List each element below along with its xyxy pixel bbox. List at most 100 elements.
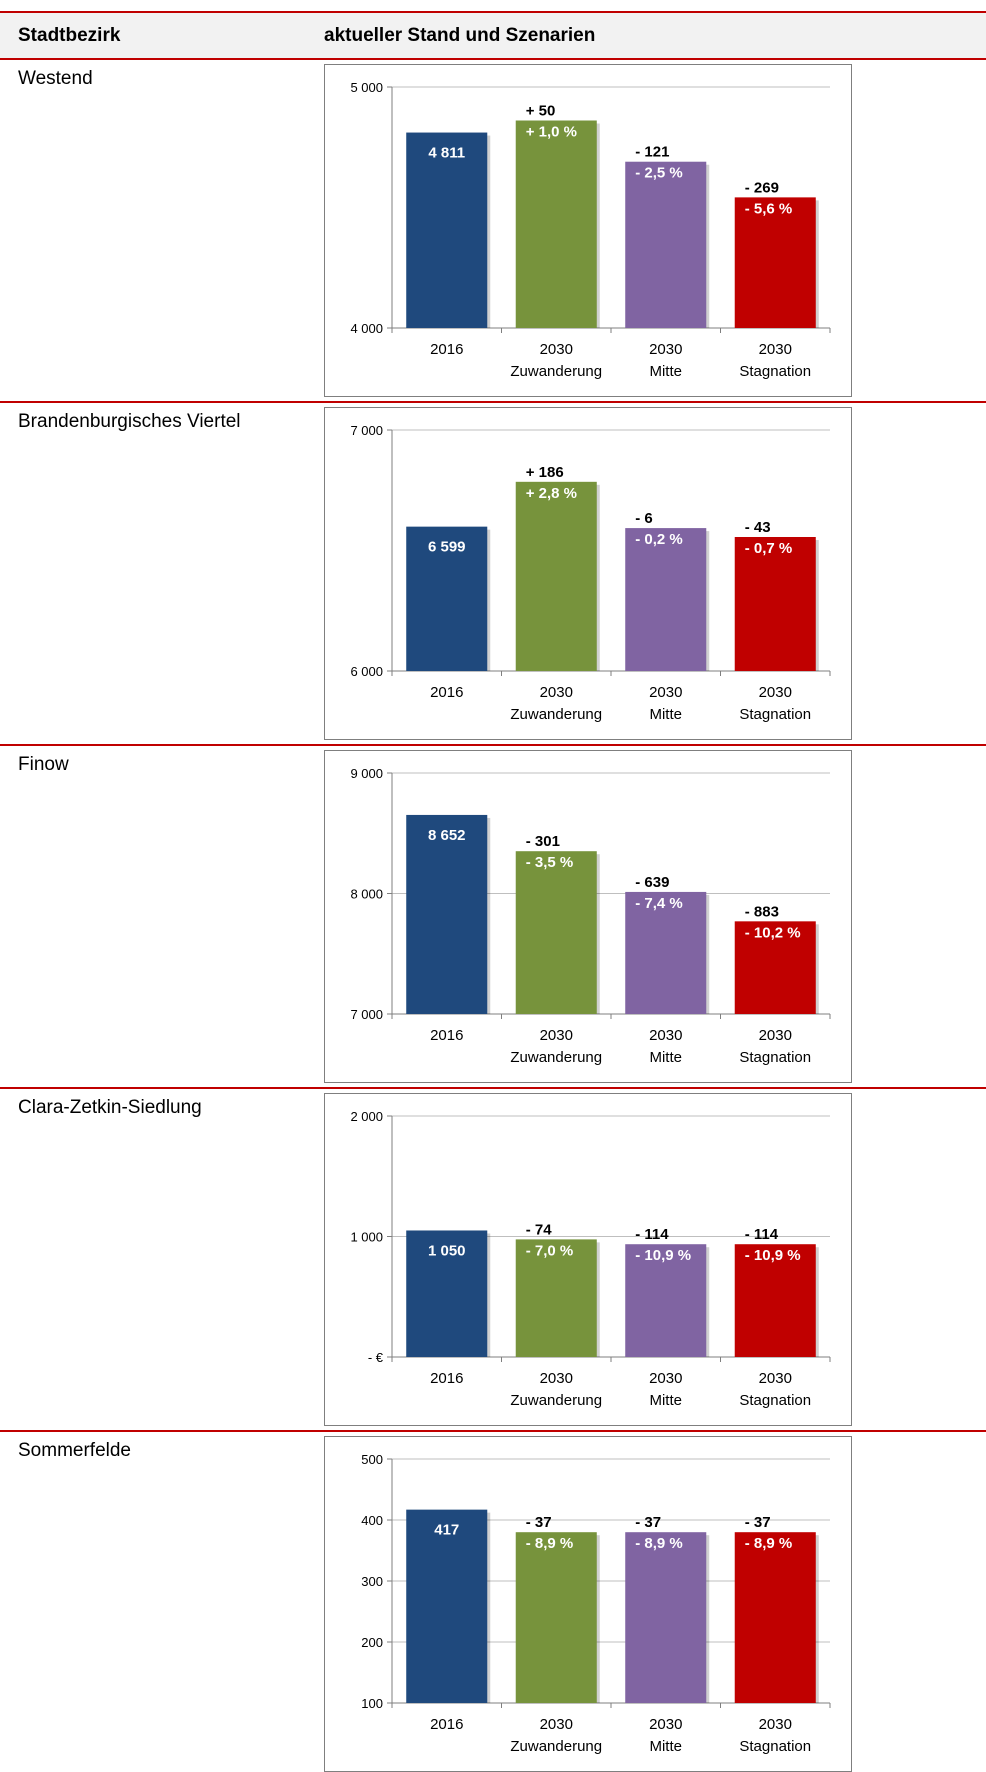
bar-change-abs-label: - 43 bbox=[745, 519, 771, 536]
bar-change-abs-label: - 269 bbox=[745, 179, 779, 196]
bar-stagnation bbox=[734, 1532, 816, 1703]
bar-stagnation bbox=[734, 921, 816, 1014]
x-category-label: 2016 bbox=[430, 341, 463, 358]
chart-svg: - € 1 000 2 000 1 050 2016 - 74 - 7,0 % 2030 Zuw… bbox=[350, 1109, 831, 1409]
y-tick-label: 8 000 bbox=[350, 887, 383, 902]
bar-mitte bbox=[625, 891, 707, 1014]
bar-zuwanderung bbox=[515, 120, 597, 329]
x-category-label: Zuwanderung bbox=[510, 706, 602, 723]
x-category-label: Stagnation bbox=[739, 363, 811, 380]
column-header-district: Stadtbezirk bbox=[18, 25, 121, 46]
y-tick-label: 1 000 bbox=[350, 1230, 383, 1245]
bar-2016 bbox=[406, 814, 488, 1014]
x-category-label: 2016 bbox=[430, 1716, 463, 1733]
x-category-label: Zuwanderung bbox=[510, 363, 602, 380]
table-row: Clara-Zetkin-Siedlung - € 1 000 2 000 1 050… bbox=[0, 1089, 986, 1432]
bar-change-abs-label: - 639 bbox=[635, 874, 669, 891]
bar-change-abs-label: - 301 bbox=[526, 833, 560, 850]
x-category-label: Zuwanderung bbox=[510, 1738, 602, 1755]
x-category-label: Stagnation bbox=[739, 706, 811, 723]
district-name: Brandenburgisches Viertel bbox=[18, 411, 241, 432]
table-row: Westend 4 000 5 000 4 811 2016 + 50 + 1,0 % 20… bbox=[0, 60, 986, 403]
x-category-label: 2030 bbox=[649, 341, 682, 358]
y-tick-label: 200 bbox=[361, 1635, 383, 1650]
x-category-label: Mitte bbox=[649, 1392, 682, 1409]
x-category-label: Stagnation bbox=[739, 1049, 811, 1066]
table-row: Brandenburgisches Viertel 6 000 7 000 6 59… bbox=[0, 403, 986, 746]
bar-value-label: 1 050 bbox=[428, 1242, 466, 1259]
x-category-label: 2030 bbox=[759, 684, 792, 701]
chart-svg: 6 000 7 000 6 599 2016 + 186 + 2,8 % 2030 Zuwan… bbox=[350, 423, 831, 723]
bar-change-pct-label: - 8,9 % bbox=[635, 1535, 683, 1552]
population-chart-finow: 7 000 8 000 9 000 8 652 2016 - 301 - 3,5 % 2030… bbox=[324, 750, 852, 1083]
x-category-label: Zuwanderung bbox=[510, 1049, 602, 1066]
y-tick-label: 4 000 bbox=[350, 321, 383, 336]
bar-2016 bbox=[406, 132, 488, 328]
y-tick-label: 6 000 bbox=[350, 664, 383, 679]
bar-mitte bbox=[625, 528, 707, 671]
bar-value-label: 8 652 bbox=[428, 827, 466, 844]
bar-stagnation bbox=[734, 537, 816, 671]
bar-change-pct-label: - 2,5 % bbox=[635, 165, 683, 182]
district-name: Clara-Zetkin-Siedlung bbox=[18, 1097, 202, 1118]
bar-zuwanderung bbox=[515, 481, 597, 671]
table-row: Finow 7 000 8 000 9 000 8 652 2016 - 301 - 3,5… bbox=[0, 746, 986, 1089]
x-category-label: Mitte bbox=[649, 706, 682, 723]
population-chart-sommerfelde: 100 200 300 400 500 417 2016 - 37 - 8,9 % 2030 Zuw… bbox=[324, 1436, 852, 1772]
bar-change-pct-label: + 1,0 % bbox=[526, 123, 577, 140]
bar-change-abs-label: - 114 bbox=[745, 1226, 779, 1243]
y-tick-label: 400 bbox=[361, 1513, 383, 1528]
table-row: Sommerfelde 100 200 300 400 500 417 2016 - 37 - … bbox=[0, 1432, 986, 1772]
bar-value-label: 417 bbox=[434, 1522, 459, 1539]
x-category-label: Mitte bbox=[649, 363, 682, 380]
bar-zuwanderung bbox=[515, 1532, 597, 1703]
y-tick-label: 300 bbox=[361, 1574, 383, 1589]
x-category-label: 2030 bbox=[759, 341, 792, 358]
bar-change-pct-label: - 10,2 % bbox=[745, 924, 801, 941]
bar-2016 bbox=[406, 526, 488, 671]
table-header: Stadtbezirk aktueller Stand und Szenarie… bbox=[0, 11, 986, 60]
bar-change-abs-label: - 37 bbox=[635, 1514, 661, 1531]
population-chart-brandenburgisches-viertel: 6 000 7 000 6 599 2016 + 186 + 2,8 % 2030 Zuwan… bbox=[324, 407, 852, 740]
bar-change-pct-label: - 0,7 % bbox=[745, 540, 793, 557]
bar-change-pct-label: - 0,2 % bbox=[635, 531, 683, 548]
bar-change-abs-label: - 37 bbox=[745, 1514, 771, 1531]
bar-zuwanderung bbox=[515, 1239, 597, 1357]
y-tick-label: 500 bbox=[361, 1452, 383, 1467]
y-tick-label: 2 000 bbox=[350, 1109, 383, 1124]
x-category-label: 2030 bbox=[540, 1370, 573, 1387]
x-category-label: 2016 bbox=[430, 1370, 463, 1387]
bar-zuwanderung bbox=[515, 851, 597, 1014]
chart-svg: 100 200 300 400 500 417 2016 - 37 - 8,9 % 2030 Zuw… bbox=[361, 1452, 831, 1755]
x-category-label: 2030 bbox=[540, 341, 573, 358]
bar-mitte bbox=[625, 1244, 707, 1357]
bar-change-pct-label: - 8,9 % bbox=[526, 1535, 574, 1552]
x-category-label: 2030 bbox=[649, 684, 682, 701]
chart-svg: 7 000 8 000 9 000 8 652 2016 - 301 - 3,5 % 2030… bbox=[350, 766, 831, 1066]
bar-stagnation bbox=[734, 197, 816, 328]
bar-value-label: 6 599 bbox=[428, 539, 466, 556]
y-tick-label: 5 000 bbox=[350, 80, 383, 95]
x-category-label: 2030 bbox=[759, 1027, 792, 1044]
x-category-label: 2030 bbox=[759, 1370, 792, 1387]
bar-mitte bbox=[625, 1532, 707, 1703]
bar-change-pct-label: - 7,0 % bbox=[526, 1242, 574, 1259]
x-category-label: 2016 bbox=[430, 1027, 463, 1044]
x-category-label: Stagnation bbox=[739, 1738, 811, 1755]
bar-change-abs-label: + 186 bbox=[526, 464, 564, 481]
bar-change-abs-label: - 37 bbox=[526, 1514, 552, 1531]
y-tick-label: - € bbox=[368, 1350, 384, 1365]
x-category-label: Mitte bbox=[649, 1738, 682, 1755]
column-header-scenarios: aktueller Stand und Szenarien bbox=[324, 25, 596, 46]
bar-change-abs-label: + 50 bbox=[526, 102, 556, 119]
bar-change-abs-label: - 74 bbox=[526, 1221, 553, 1238]
y-tick-label: 7 000 bbox=[350, 1007, 383, 1022]
x-category-label: 2016 bbox=[430, 684, 463, 701]
x-category-label: 2030 bbox=[759, 1716, 792, 1733]
bar-change-pct-label: - 8,9 % bbox=[745, 1535, 793, 1552]
bar-value-label: 4 811 bbox=[428, 145, 465, 162]
x-category-label: 2030 bbox=[649, 1716, 682, 1733]
population-chart-westend: 4 000 5 000 4 811 2016 + 50 + 1,0 % 2030 Zuwand… bbox=[324, 64, 852, 397]
x-category-label: Mitte bbox=[649, 1049, 682, 1066]
bar-change-abs-label: - 6 bbox=[635, 510, 653, 527]
